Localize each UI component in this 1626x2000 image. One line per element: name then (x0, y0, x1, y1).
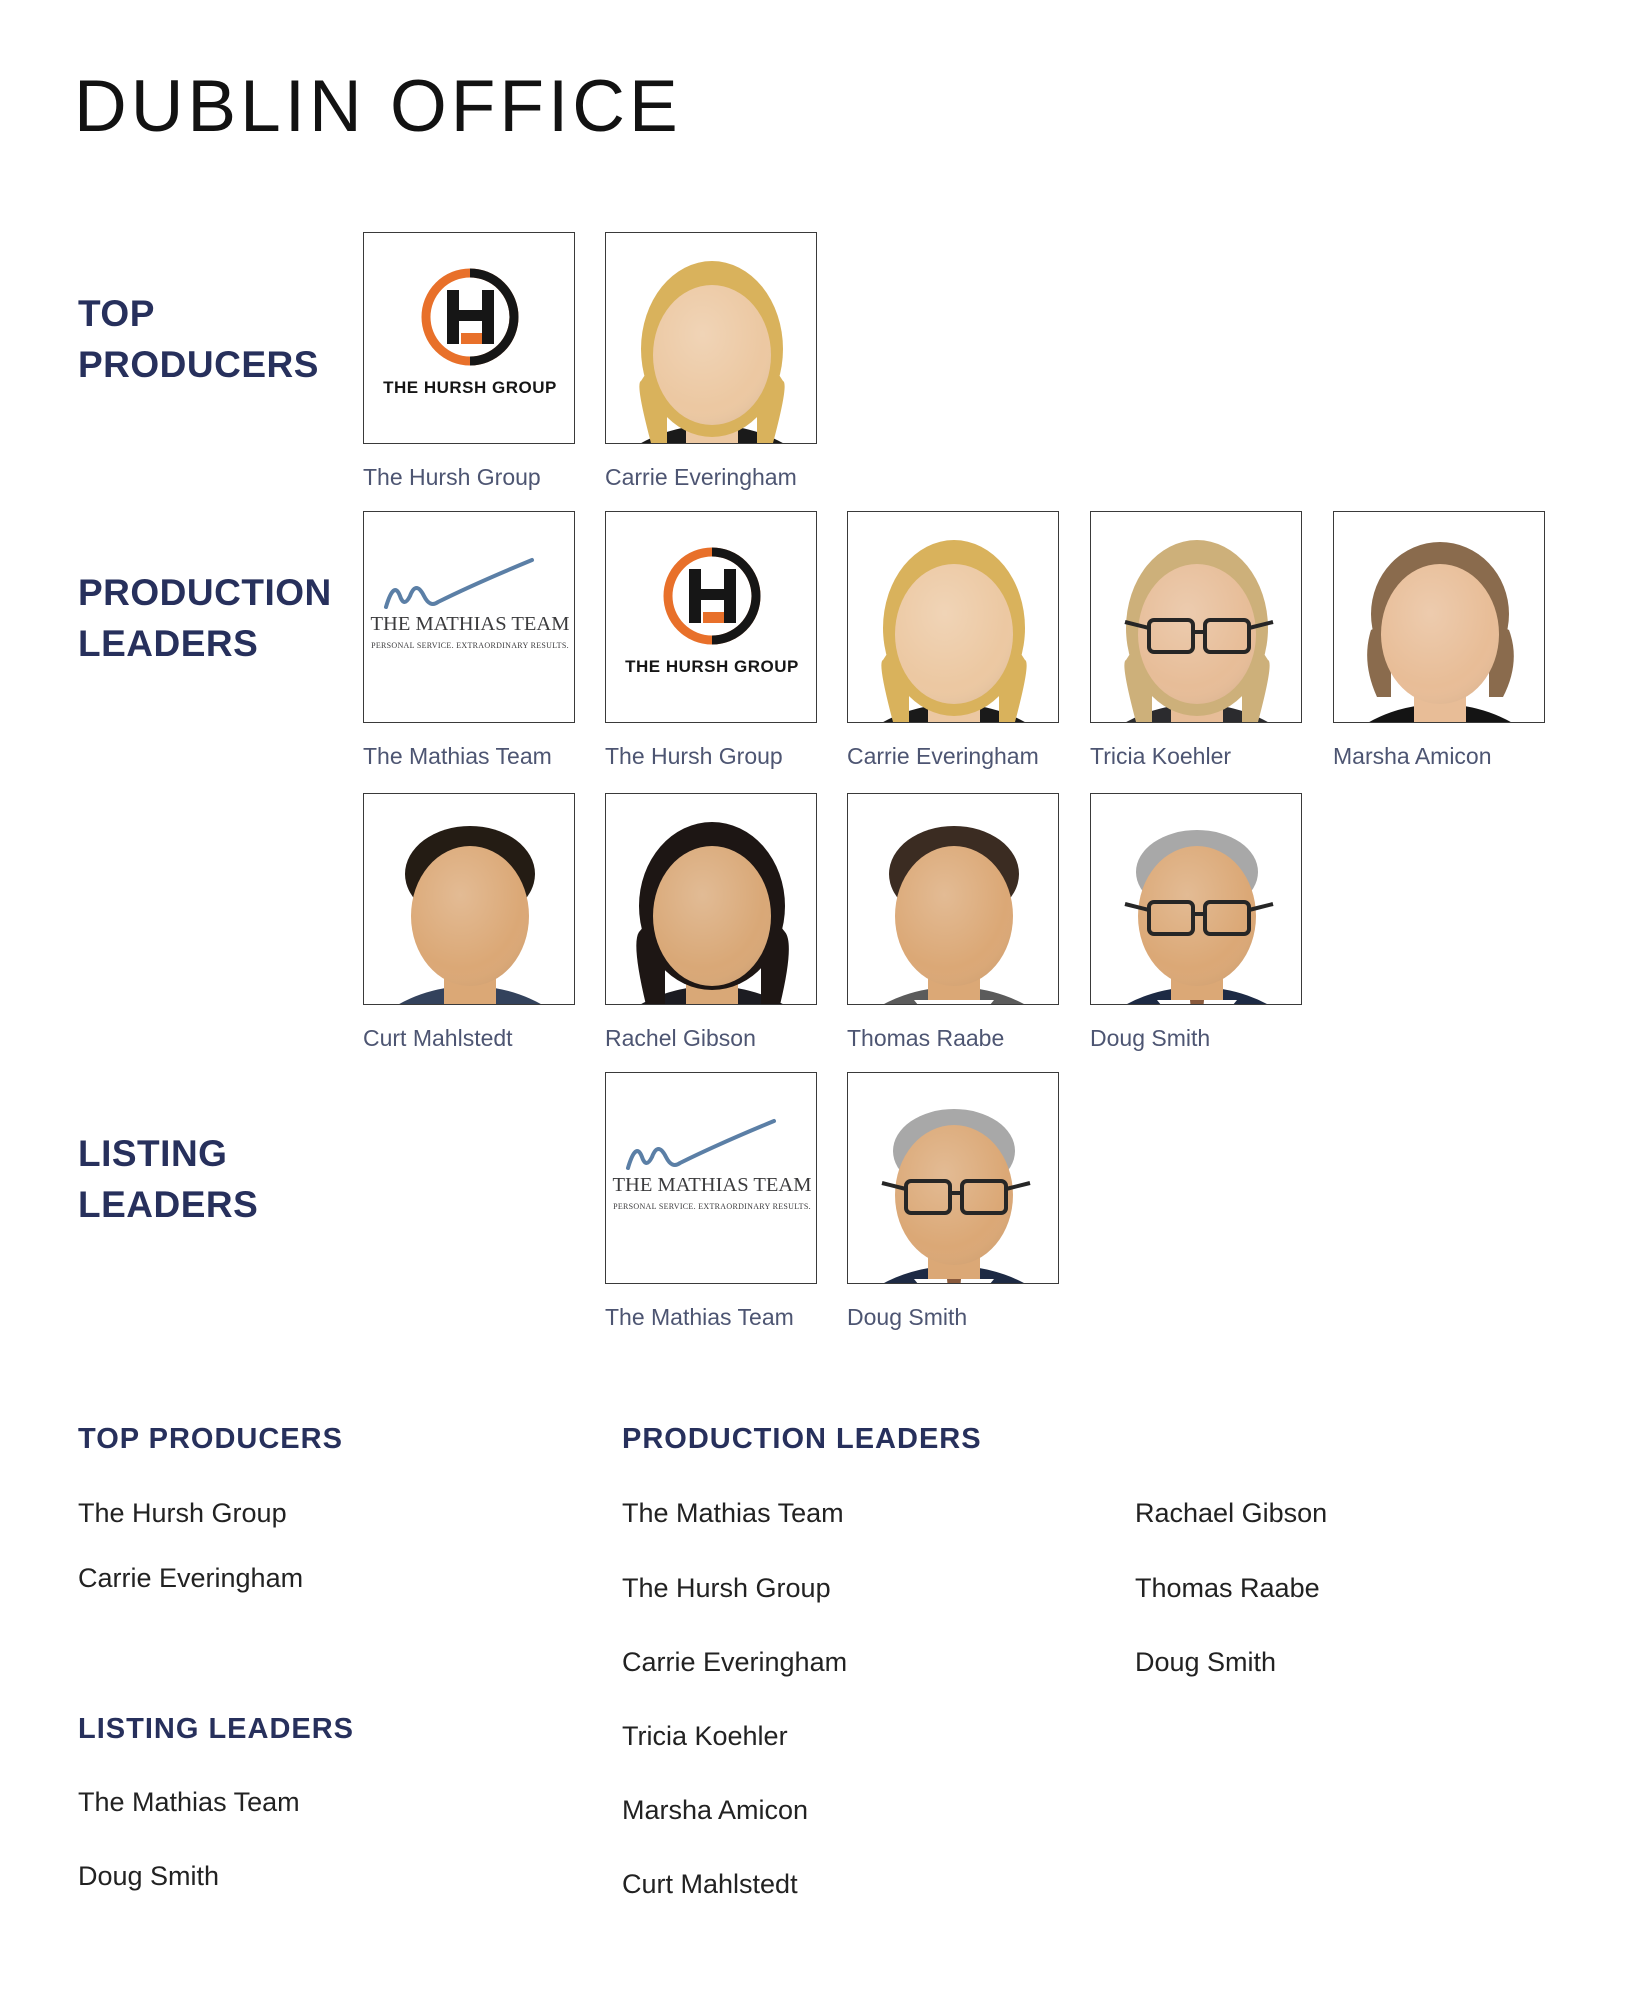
svg-text:THE HURSH GROUP: THE HURSH GROUP (383, 378, 557, 397)
svg-text:PERSONAL SERVICE. EXTRAORDINAR: PERSONAL SERVICE. EXTRAORDINARY RESULTS. (371, 641, 569, 650)
svg-text:THE HURSH GROUP: THE HURSH GROUP (625, 657, 799, 676)
svg-text:THE MATHIAS TEAM: THE MATHIAS TEAM (371, 613, 570, 635)
svg-text:PERSONAL SERVICE. EXTRAORDINAR: PERSONAL SERVICE. EXTRAORDINARY RESULTS. (613, 1202, 811, 1211)
svg-text:THE MATHIAS TEAM: THE MATHIAS TEAM (613, 1174, 812, 1196)
